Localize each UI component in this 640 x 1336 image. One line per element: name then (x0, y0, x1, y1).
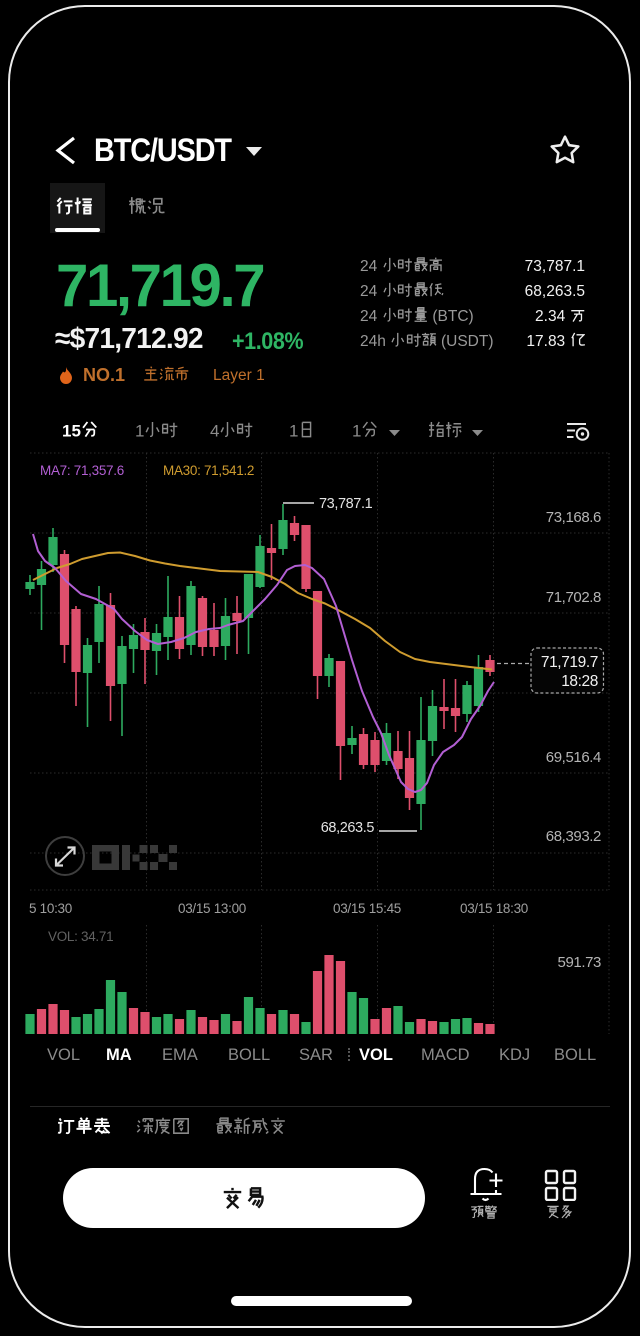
svg-text:03/15 18:30: 03/15 18:30 (460, 901, 528, 916)
svg-text:MA7: 71,357.6: MA7: 71,357.6 (40, 463, 124, 478)
svg-text:03/15 13:00: 03/15 13:00 (178, 901, 246, 916)
svg-text:03/15 15:45: 03/15 15:45 (333, 901, 401, 916)
svg-text:18:28: 18:28 (561, 673, 598, 690)
svg-text:68,393.2: 68,393.2 (546, 828, 601, 845)
svg-text:591.73: 591.73 (558, 954, 602, 971)
svg-text:VOL: 34.71: VOL: 34.71 (48, 929, 113, 944)
svg-text:69,516.4: 69,516.4 (546, 749, 601, 766)
svg-text:68,263.5: 68,263.5 (321, 820, 375, 836)
svg-text:71,719.7: 71,719.7 (541, 654, 598, 671)
svg-text:73,168.6: 73,168.6 (546, 509, 601, 526)
svg-text:71,702.8: 71,702.8 (546, 589, 601, 606)
svg-text:5 10:30: 5 10:30 (29, 901, 72, 916)
svg-text:MA30: 71,541.2: MA30: 71,541.2 (163, 463, 254, 478)
svg-text:73,787.1: 73,787.1 (319, 496, 373, 512)
